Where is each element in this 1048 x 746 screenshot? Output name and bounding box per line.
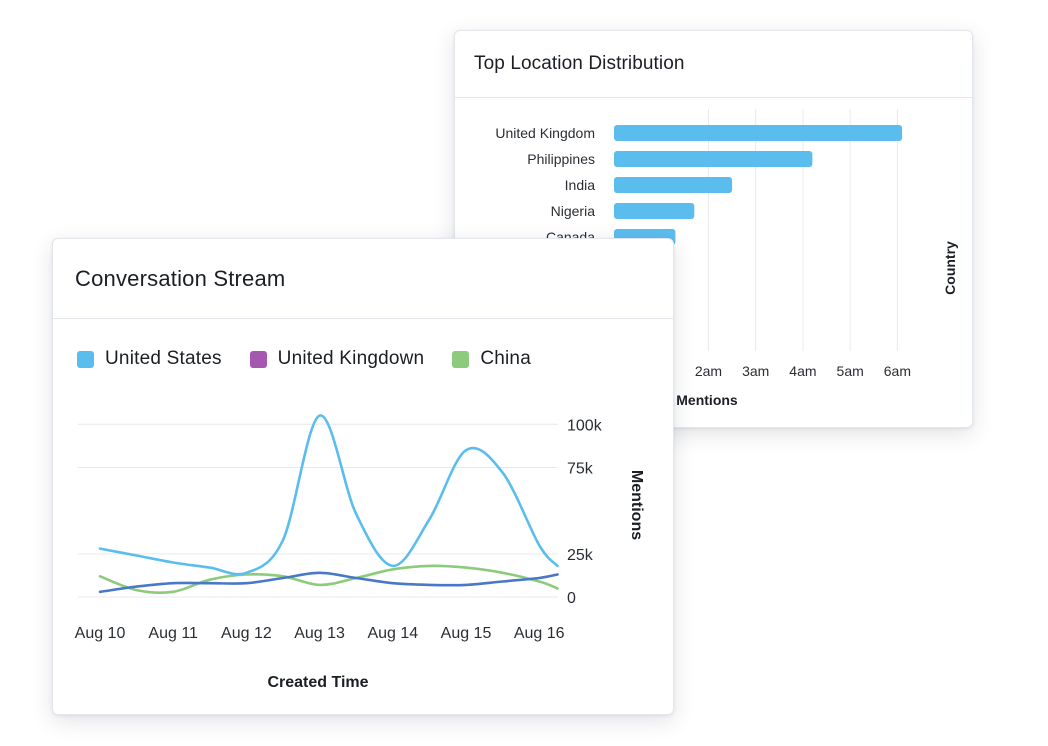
- line-x-tick-aug-16: Aug 16: [514, 625, 565, 642]
- line-y-tick-0: 0: [567, 590, 576, 607]
- conversation-line-chart: 0 25k 75k 100k Aug 10 Aug 11 Aug 12 Aug 13 Aug 1…: [75, 414, 645, 691]
- legend-swatch-china: [452, 350, 470, 368]
- bar-india: [614, 177, 733, 193]
- line-y-tick-100k: 100k: [567, 417, 603, 434]
- legend-label-united-states: United States: [105, 348, 222, 369]
- line-x-tick-aug-10: Aug 10: [75, 625, 126, 642]
- stream-card-divider: [53, 318, 673, 319]
- location-card-divider: [455, 97, 972, 98]
- bar-x-tick-4am: 4am: [789, 363, 816, 379]
- location-bar-chart: United KingdomPhilippinesIndiaNigeriaCan…: [495, 109, 958, 408]
- bar-x-tick-5am: 5am: [837, 363, 864, 379]
- line-x-tick-aug-12: Aug 12: [221, 625, 272, 642]
- line-x-tick-aug-13: Aug 13: [294, 625, 345, 642]
- line-y-tick-25k: 25k: [567, 547, 594, 564]
- bar-philippines: [614, 151, 813, 167]
- stream-legend: United States United Kingdown China: [77, 348, 559, 370]
- bar-x-tick-6am: 6am: [884, 363, 911, 379]
- line-x-tick-aug-15: Aug 15: [441, 625, 492, 642]
- line-x-tick-aug-11: Aug 11: [148, 625, 198, 642]
- legend-label-china: China: [480, 348, 531, 369]
- bar-x-tick-2am: 2am: [695, 363, 722, 379]
- line-y-tick-75k: 75k: [567, 460, 594, 477]
- bar-x-axis-label: Mentions: [676, 392, 738, 408]
- line-y-axis-label: Mentions: [628, 470, 645, 540]
- bar-united-kingdom: [614, 125, 903, 141]
- legend-swatch-united-states: [77, 350, 94, 368]
- legend-label-united-kingdown: United Kingdown: [277, 348, 425, 369]
- legend-item-united-states[interactable]: United States: [77, 348, 222, 370]
- bar-category-label-nigeria: Nigeria: [551, 203, 596, 219]
- series-line-china: [98, 564, 559, 594]
- bar-y-axis-label: Country: [942, 241, 958, 295]
- stream-card-title: Conversation Stream: [75, 266, 286, 291]
- legend-swatch-united-kingdown: [249, 350, 267, 368]
- bar-category-label-united-kingdom: United Kingdom: [495, 125, 595, 141]
- bar-x-tick-3am: 3am: [742, 363, 769, 379]
- bar-nigeria: [614, 203, 695, 219]
- series-line-united-kingdown: [98, 571, 559, 594]
- legend-item-china[interactable]: China: [452, 348, 531, 370]
- line-x-tick-aug-14: Aug 14: [367, 625, 418, 642]
- bar-category-label-india: India: [565, 177, 596, 193]
- location-card-title: Top Location Distribution: [474, 53, 685, 74]
- bar-category-label-philippines: Philippines: [527, 151, 595, 167]
- line-x-axis-label: Created Time: [267, 674, 368, 691]
- conversation-stream-card: Conversation Stream United States United …: [52, 238, 674, 715]
- legend-item-united-kingdown[interactable]: United Kingdown: [249, 348, 425, 370]
- series-line-united-states: [98, 414, 559, 576]
